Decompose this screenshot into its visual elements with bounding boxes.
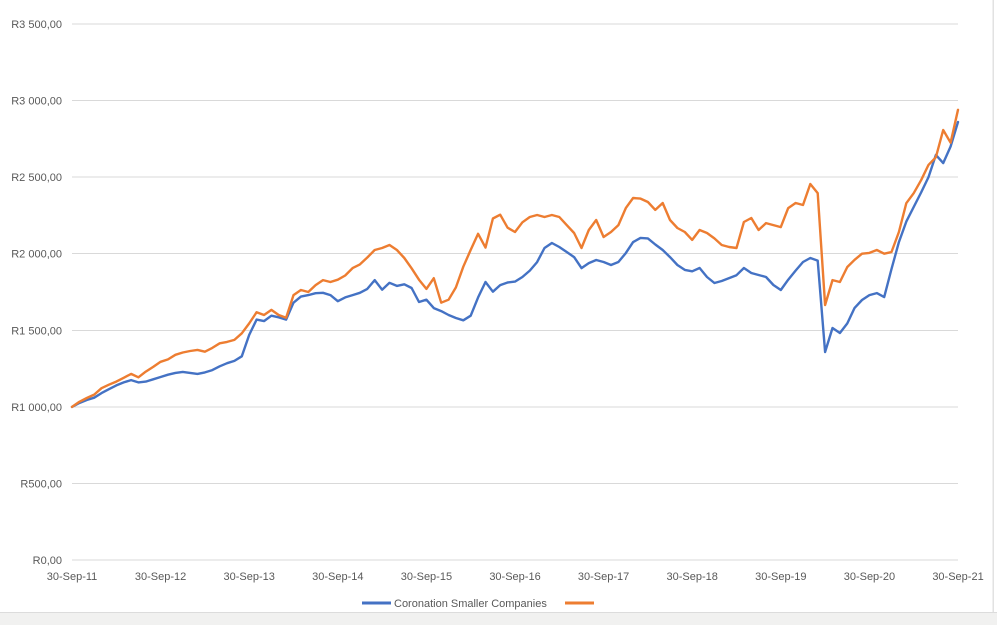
y-axis-labels: R0,00 R500,00 R1 000,00 R1 500,00 R2 000,00 R… bbox=[11, 19, 62, 567]
x-axis-tick-label: 30-Sep-21 bbox=[932, 571, 983, 583]
x-axis-tick-label: 30-Sep-18 bbox=[667, 571, 718, 583]
y-axis-tick-label: R1 500,00 bbox=[11, 325, 62, 337]
legend-label-coronation-smaller-companies: Coronation Smaller Companies bbox=[394, 598, 547, 610]
x-axis-tick-label: 30-Sep-14 bbox=[312, 571, 363, 583]
y-axis-tick-label: R500,00 bbox=[20, 478, 62, 490]
line-chart-canvas: R0,00 R500,00 R1 000,00 R1 500,00 R2 000,00 R… bbox=[11, 0, 994, 612]
x-axis-tick-label: 30-Sep-19 bbox=[755, 571, 806, 583]
y-axis-tick-label: R2 500,00 bbox=[11, 172, 62, 184]
y-axis-tick-label: R1 000,00 bbox=[11, 402, 62, 414]
legend: Coronation Smaller Companies bbox=[362, 598, 594, 610]
x-axis-tick-label: 30-Sep-20 bbox=[844, 571, 895, 583]
y-axis-tick-label: R3 500,00 bbox=[11, 19, 62, 31]
x-axis-tick-label: 30-Sep-16 bbox=[489, 571, 540, 583]
bottom-gray-bar bbox=[0, 612, 997, 625]
x-axis-tick-label: 30-Sep-17 bbox=[578, 571, 629, 583]
chart-container: R0,00 R500,00 R1 000,00 R1 500,00 R2 000,00 R… bbox=[11, 0, 994, 612]
series-line-unlabeled-benchmark bbox=[70, 108, 960, 409]
y-axis-tick-label: R0,00 bbox=[33, 555, 62, 567]
x-axis-tick-label: 30-Sep-11 bbox=[47, 571, 98, 583]
x-axis-tick-label: 30-Sep-12 bbox=[135, 571, 186, 583]
x-axis-labels: 30-Sep-11 30-Sep-12 30-Sep-13 30-Sep-14 30-S… bbox=[47, 571, 984, 583]
y-axis-tick-label: R2 000,00 bbox=[11, 249, 62, 261]
gridlines bbox=[72, 23, 958, 561]
y-axis-tick-label: R3 000,00 bbox=[11, 96, 62, 108]
series-line-coronation-smaller-companies bbox=[70, 120, 960, 409]
x-axis-tick-label: 30-Sep-13 bbox=[224, 571, 275, 583]
x-axis-tick-label: 30-Sep-15 bbox=[401, 571, 452, 583]
